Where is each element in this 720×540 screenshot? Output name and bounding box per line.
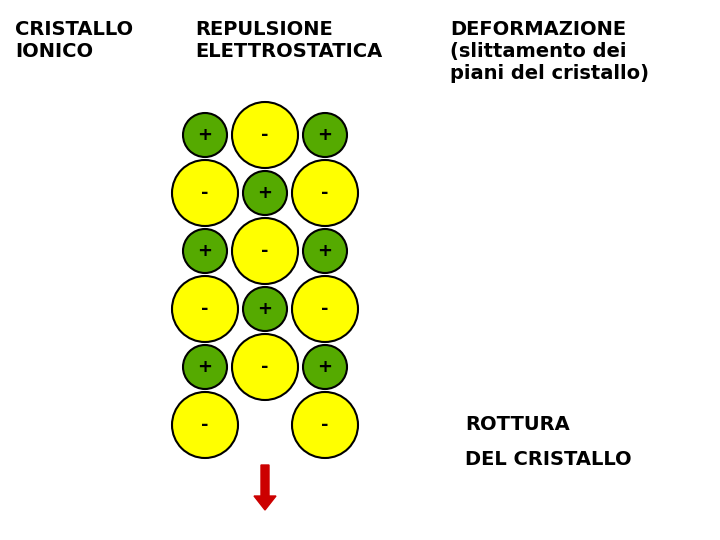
- Ellipse shape: [183, 113, 227, 157]
- Text: +: +: [197, 358, 212, 376]
- Ellipse shape: [232, 334, 298, 400]
- Text: -: -: [202, 184, 209, 202]
- Text: +: +: [318, 126, 333, 144]
- Text: -: -: [202, 416, 209, 434]
- Text: +: +: [258, 184, 272, 202]
- Text: CRISTALLO
IONICO: CRISTALLO IONICO: [15, 20, 133, 61]
- Text: DEFORMAZIONE
(slittamento dei
piani del cristallo): DEFORMAZIONE (slittamento dei piani del …: [450, 20, 649, 83]
- Text: -: -: [321, 416, 329, 434]
- Text: -: -: [202, 300, 209, 318]
- Ellipse shape: [292, 392, 358, 458]
- Text: +: +: [318, 242, 333, 260]
- Ellipse shape: [292, 276, 358, 342]
- Ellipse shape: [172, 160, 238, 226]
- Ellipse shape: [303, 113, 347, 157]
- Text: +: +: [318, 358, 333, 376]
- Ellipse shape: [232, 102, 298, 168]
- Text: -: -: [321, 184, 329, 202]
- Ellipse shape: [243, 287, 287, 331]
- Text: -: -: [321, 300, 329, 318]
- Text: -: -: [261, 358, 269, 376]
- Text: -: -: [261, 242, 269, 260]
- Ellipse shape: [292, 160, 358, 226]
- Ellipse shape: [172, 392, 238, 458]
- Ellipse shape: [303, 229, 347, 273]
- Ellipse shape: [243, 171, 287, 215]
- Text: +: +: [258, 300, 272, 318]
- Ellipse shape: [172, 276, 238, 342]
- Text: -: -: [261, 126, 269, 144]
- Text: DEL CRISTALLO: DEL CRISTALLO: [465, 450, 631, 469]
- Text: ROTTURA: ROTTURA: [465, 415, 570, 434]
- Text: +: +: [197, 126, 212, 144]
- Text: REPULSIONE
ELETTROSTATICA: REPULSIONE ELETTROSTATICA: [195, 20, 382, 61]
- Ellipse shape: [183, 229, 227, 273]
- Ellipse shape: [303, 345, 347, 389]
- Ellipse shape: [183, 345, 227, 389]
- Text: +: +: [197, 242, 212, 260]
- Ellipse shape: [232, 218, 298, 284]
- FancyArrow shape: [254, 465, 276, 510]
